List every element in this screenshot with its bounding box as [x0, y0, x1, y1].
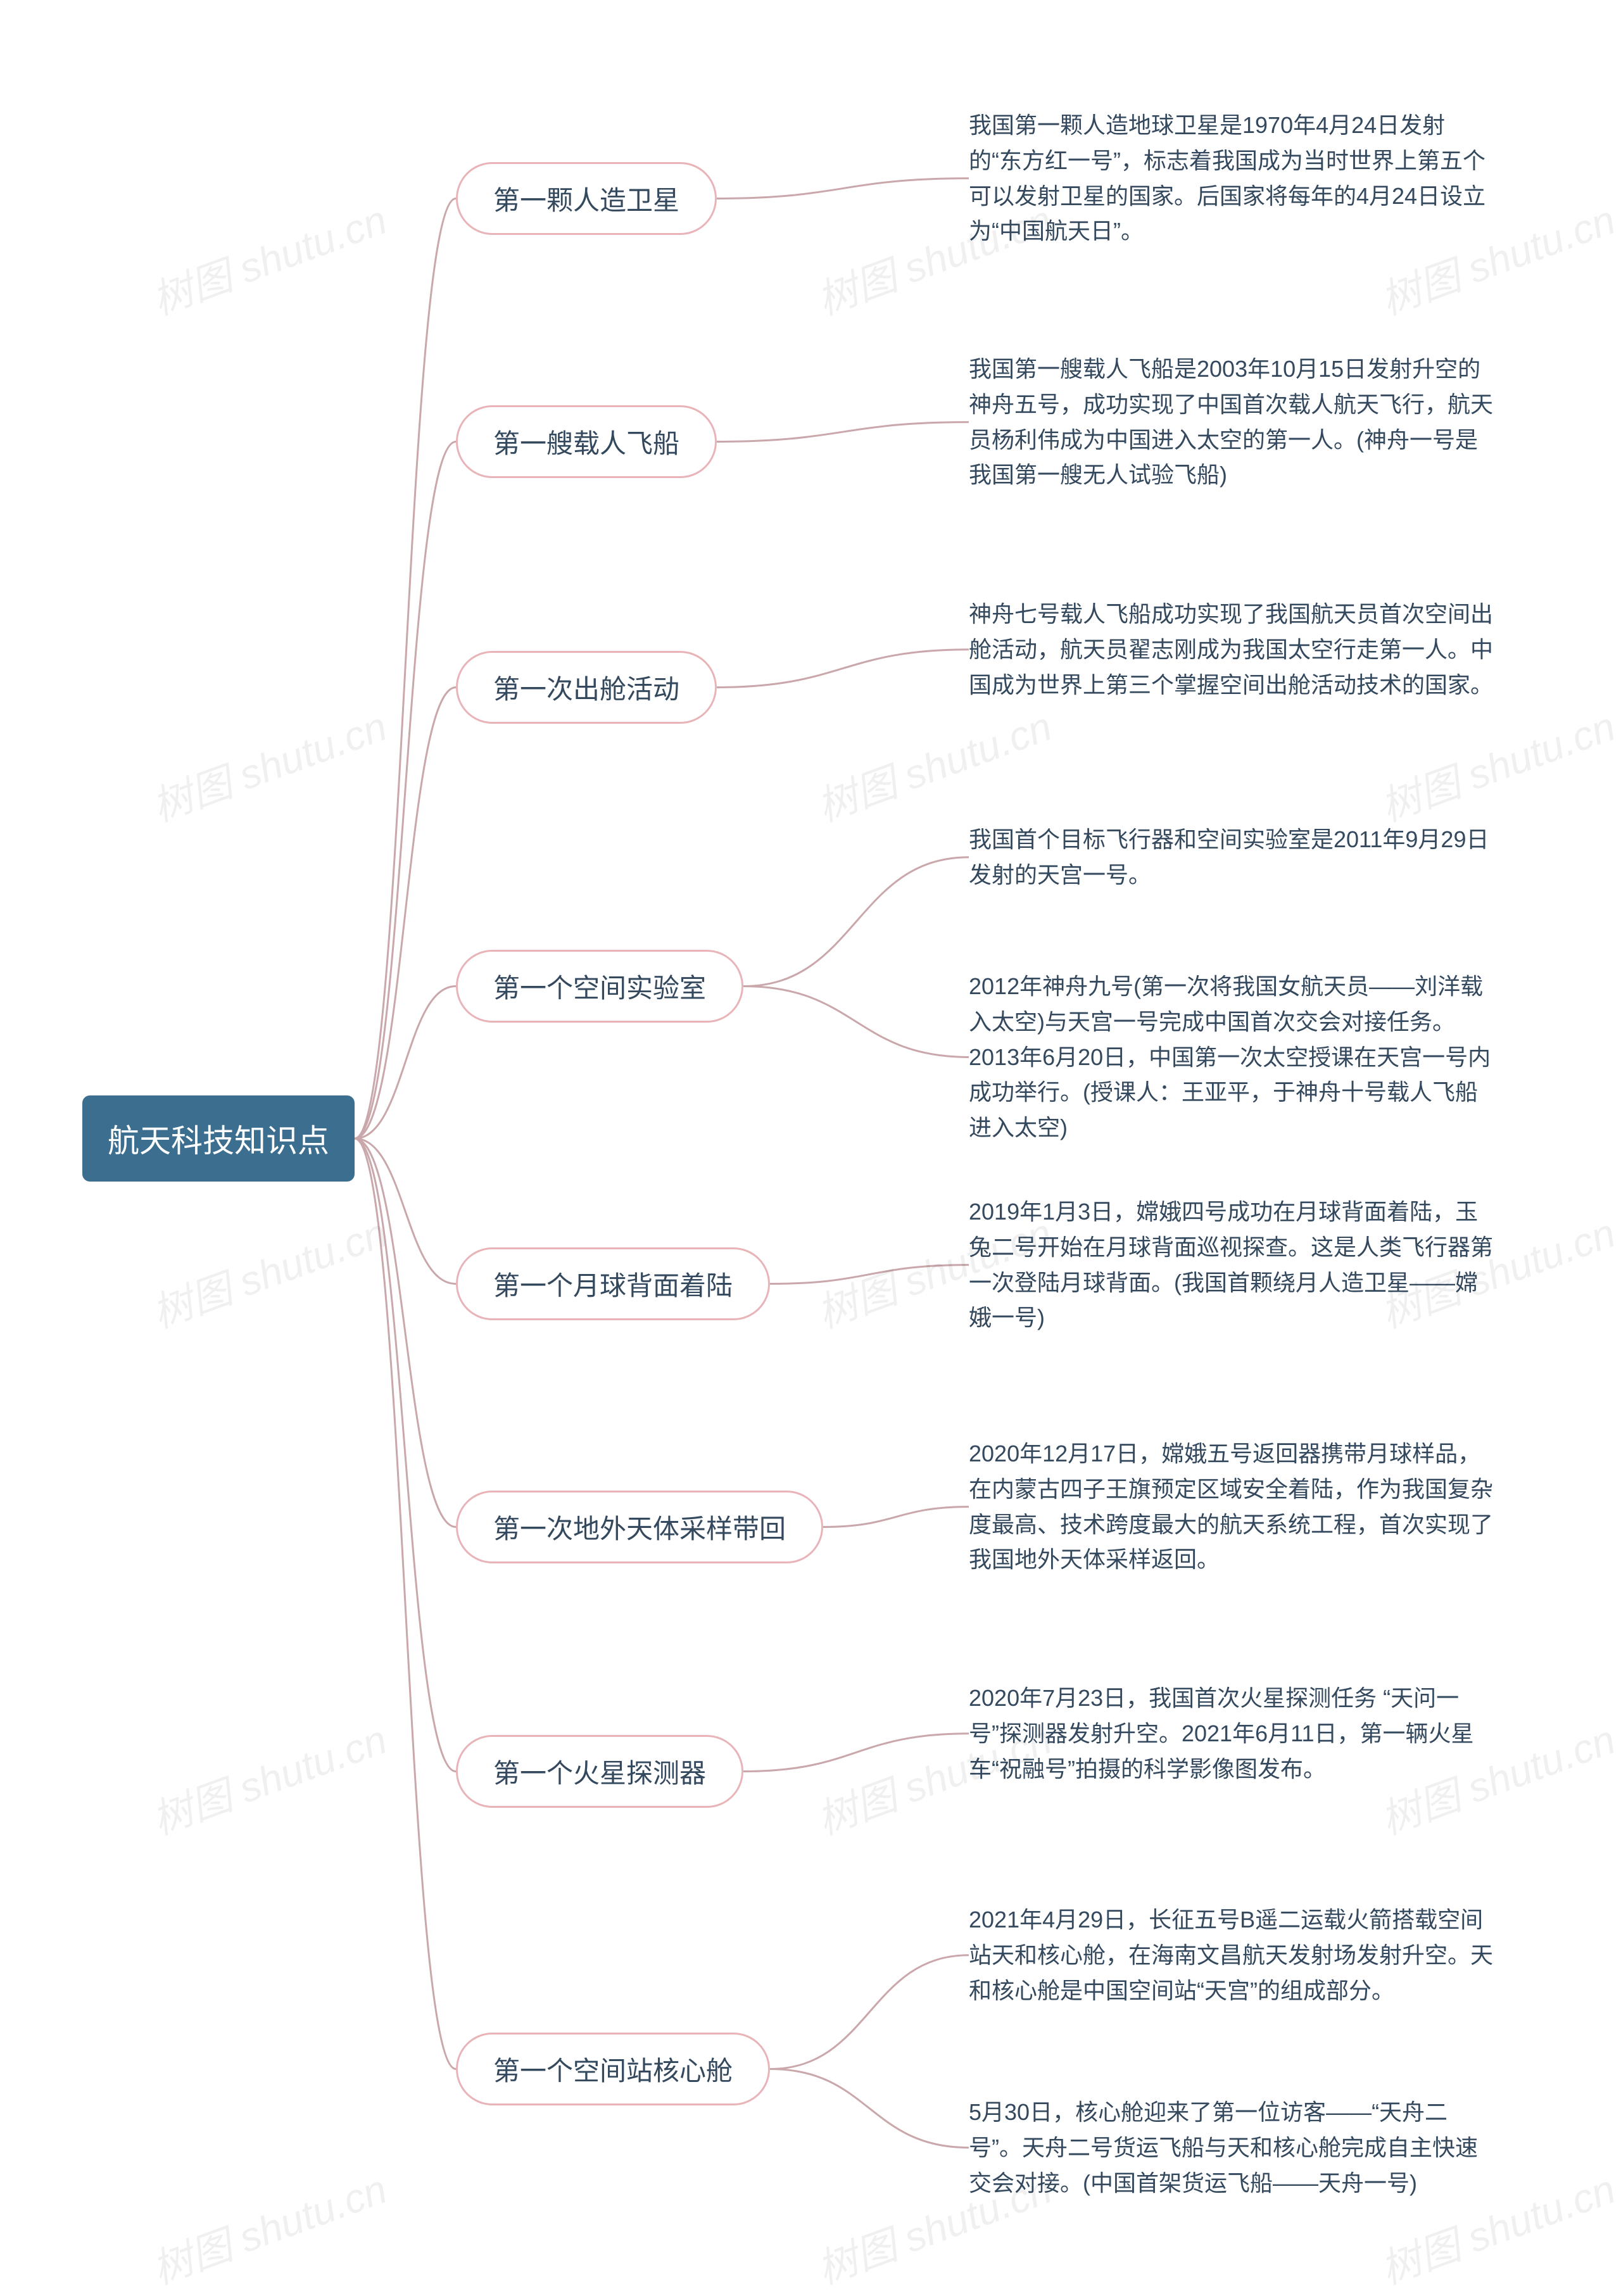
- connector-root-branch: [355, 1139, 456, 2069]
- leaf-node: 5月30日，核心舱迎来了第一位访客——“天舟二号”。天舟二号货运飞船与天和核心舱…: [969, 2095, 1494, 2200]
- leaf-node: 我国第一艘载人飞船是2003年10月15日发射升空的神舟五号，成功实现了中国首次…: [969, 351, 1494, 493]
- leaf-node: 2020年7月23日，我国首次火星探测任务 “天问一号”探测器发射升空。2021…: [969, 1681, 1494, 1786]
- connector-root-branch: [355, 442, 456, 1139]
- watermark: 树图 shutu.cn: [143, 2157, 394, 2295]
- connector-branch-leaf: [823, 1507, 969, 1527]
- branch-node-b5: 第一个月球背面着陆: [456, 1247, 770, 1320]
- connector-branch-leaf: [717, 422, 969, 442]
- branch-node-b2: 第一艘载人飞船: [456, 405, 717, 478]
- leaf-node: 2021年4月29日，长征五号B遥二运载火箭搭载空间站天和核心舱，在海南文昌航天…: [969, 1902, 1494, 2008]
- connector-branch-leaf: [743, 987, 969, 1057]
- connector-branch-leaf: [770, 2069, 969, 2148]
- connector-root-branch: [355, 1139, 456, 1772]
- connector-branch-leaf: [743, 1734, 969, 1772]
- connector-branch-leaf: [717, 179, 969, 199]
- connector-root-branch: [355, 1139, 456, 1284]
- leaf-node: 2012年神舟九号(第一次将我国女航天员——刘洋载入太空)与天宫一号完成中国首次…: [969, 969, 1494, 1145]
- branch-node-b6: 第一次地外天体采样带回: [456, 1491, 823, 1563]
- connector-branch-leaf: [717, 650, 969, 688]
- branch-node-b4: 第一个空间实验室: [456, 950, 743, 1023]
- leaf-node: 我国首个目标飞行器和空间实验室是2011年9月29日发射的天宫一号。: [969, 822, 1494, 893]
- connector-root-branch: [355, 987, 456, 1139]
- leaf-node: 2020年12月17日，嫦娥五号返回器携带月球样品，在内蒙古四子王旗预定区域安全…: [969, 1436, 1494, 1577]
- connector-root-branch: [355, 688, 456, 1139]
- connector-branch-leaf: [770, 1955, 969, 2069]
- leaf-node: 神舟七号载人飞船成功实现了我国航天员首次空间出舱活动，航天员翟志刚成为我国太空行…: [969, 596, 1494, 702]
- watermark: 树图 shutu.cn: [143, 694, 394, 833]
- watermark: 树图 shutu.cn: [143, 1707, 394, 1846]
- watermark: 树图 shutu.cn: [1372, 694, 1621, 833]
- leaf-node: 我国第一颗人造地球卫星是1970年4月24日发射的“东方红一号”，标志着我国成为…: [969, 108, 1494, 249]
- branch-node-b3: 第一次出舱活动: [456, 651, 717, 724]
- connector-root-branch: [355, 1139, 456, 1527]
- watermark: 树图 shutu.cn: [808, 694, 1059, 833]
- watermark: 树图 shutu.cn: [143, 1201, 394, 1339]
- connector-branch-leaf: [770, 1265, 969, 1284]
- root-node: 航天科技知识点: [82, 1095, 355, 1182]
- leaf-node: 2019年1月3日，嫦娥四号成功在月球背面着陆，玉兔二号开始在月球背面巡视探查。…: [969, 1194, 1494, 1335]
- connector-root-branch: [355, 199, 456, 1139]
- watermark: 树图 shutu.cn: [143, 187, 394, 326]
- branch-node-b8: 第一个空间站核心舱: [456, 2033, 770, 2105]
- connector-branch-leaf: [743, 857, 969, 987]
- branch-node-b7: 第一个火星探测器: [456, 1735, 743, 1808]
- branch-node-b1: 第一颗人造卫星: [456, 162, 717, 235]
